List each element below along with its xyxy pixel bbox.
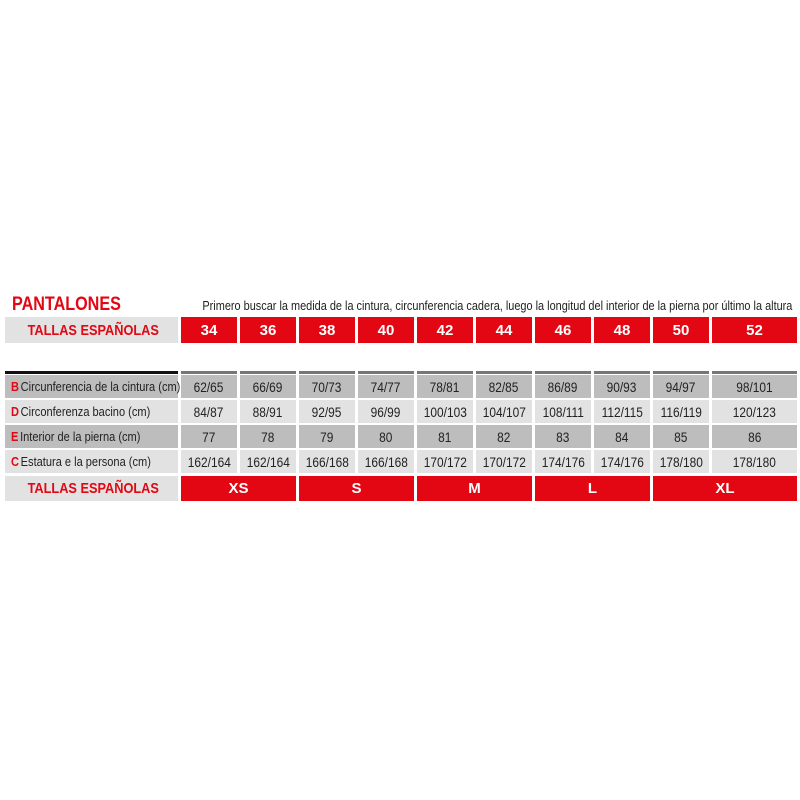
row-key: C (11, 454, 19, 469)
table-cell: 86/89 (535, 375, 591, 398)
table-cell: 162/164 (181, 450, 237, 473)
table-cell: 166/168 (358, 450, 414, 473)
letter-size-cell: S (299, 476, 414, 501)
size-header-cell: 36 (240, 317, 296, 343)
table-cell: 174/176 (594, 450, 650, 473)
table-cell: 88/91 (240, 400, 296, 423)
row-key: E (11, 429, 19, 444)
table-cell: 178/180 (653, 450, 709, 473)
table-cell: 77 (181, 425, 237, 448)
table-cell: 90/93 (594, 375, 650, 398)
table-cell: 86 (712, 425, 797, 448)
size-header-cell: 46 (535, 317, 591, 343)
size-header-cell: 34 (181, 317, 237, 343)
table-row: E Interior de la pierna (cm) 77 78 79 80 81 82 8… (5, 425, 797, 448)
table-cell: 120/123 (712, 400, 797, 423)
size-header-cell: 38 (299, 317, 355, 343)
table-cell: 82/85 (476, 375, 532, 398)
size-header-row: TALLAS ESPAÑOLAS 34 36 38 40 42 44 46 48 50 52 (5, 317, 797, 343)
table-cell: 82 (476, 425, 532, 448)
row-label: E Interior de la pierna (cm) (5, 425, 178, 448)
letter-size-cell: XL (653, 476, 797, 501)
row-label-text: Estatura e la persona (cm) (20, 454, 151, 469)
size-header-cell: 50 (653, 317, 709, 343)
row-key: B (11, 379, 19, 394)
row-key: D (11, 404, 19, 419)
divider (358, 371, 414, 374)
instructions-note: Primero buscar la medida de la cintura, … (201, 298, 792, 313)
table-cell: 78/81 (417, 375, 473, 398)
table-cell: 104/107 (476, 400, 532, 423)
row-label-text: Interior de la pierna (cm) (20, 429, 141, 444)
divider (712, 371, 797, 374)
letter-size-row: TALLAS ESPAÑOLAS XS S M L XL (5, 476, 797, 501)
divider (181, 371, 237, 374)
size-header-cell: 52 (712, 317, 797, 343)
divider (5, 371, 178, 374)
row-label: D Circonferenza bacino (cm) (5, 400, 178, 423)
size-header-cell: 48 (594, 317, 650, 343)
table-row: D Circonferenza bacino (cm) 84/87 88/91 92/9… (5, 400, 797, 423)
table-cell: 98/101 (712, 375, 797, 398)
page-title: PANTALONES (12, 294, 121, 315)
divider (299, 371, 355, 374)
table-cell: 79 (299, 425, 355, 448)
divider (594, 371, 650, 374)
row-label-text: Circunferencia de la cintura (cm) (20, 379, 181, 394)
letter-size-cell: L (535, 476, 650, 501)
divider (417, 371, 473, 374)
table-cell: 78 (240, 425, 296, 448)
table-cell: 116/119 (653, 400, 709, 423)
table-cell: 62/65 (181, 375, 237, 398)
divider-bars (5, 371, 797, 375)
table-cell: 70/73 (299, 375, 355, 398)
table-row: B Circunferencia de la cintura (cm) 62/65 6… (5, 375, 797, 398)
table-cell: 85 (653, 425, 709, 448)
size-header-cell: 44 (476, 317, 532, 343)
header-label: TALLAS ESPAÑOLAS (5, 317, 178, 343)
table-cell: 74/77 (358, 375, 414, 398)
size-header-cell: 42 (417, 317, 473, 343)
table-cell: 92/95 (299, 400, 355, 423)
divider (653, 371, 709, 374)
table-cell: 108/111 (535, 400, 591, 423)
divider (240, 371, 296, 374)
size-header-cell: 40 (358, 317, 414, 343)
table-cell: 84/87 (181, 400, 237, 423)
table-cell: 100/103 (417, 400, 473, 423)
row-label: B Circunferencia de la cintura (cm) (5, 375, 181, 398)
footer-label: TALLAS ESPAÑOLAS (5, 476, 178, 501)
table-cell: 94/97 (653, 375, 709, 398)
table-cell: 66/69 (240, 375, 296, 398)
table-cell: 96/99 (358, 400, 414, 423)
table-cell: 112/115 (594, 400, 650, 423)
table-cell: 170/172 (476, 450, 532, 473)
table-cell: 178/180 (712, 450, 797, 473)
table-cell: 162/164 (240, 450, 296, 473)
letter-size-cell: XS (181, 476, 296, 501)
divider (535, 371, 591, 374)
row-label-text: Circonferenza bacino (cm) (20, 404, 151, 419)
table-row: C Estatura e la persona (cm) 162/164 162/16… (5, 450, 797, 473)
letter-size-cell: M (417, 476, 532, 501)
table-cell: 84 (594, 425, 650, 448)
divider (476, 371, 532, 374)
table-cell: 83 (535, 425, 591, 448)
table-cell: 80 (358, 425, 414, 448)
table-cell: 166/168 (299, 450, 355, 473)
table-cell: 170/172 (417, 450, 473, 473)
table-cell: 174/176 (535, 450, 591, 473)
table-cell: 81 (417, 425, 473, 448)
row-label: C Estatura e la persona (cm) (5, 450, 178, 473)
